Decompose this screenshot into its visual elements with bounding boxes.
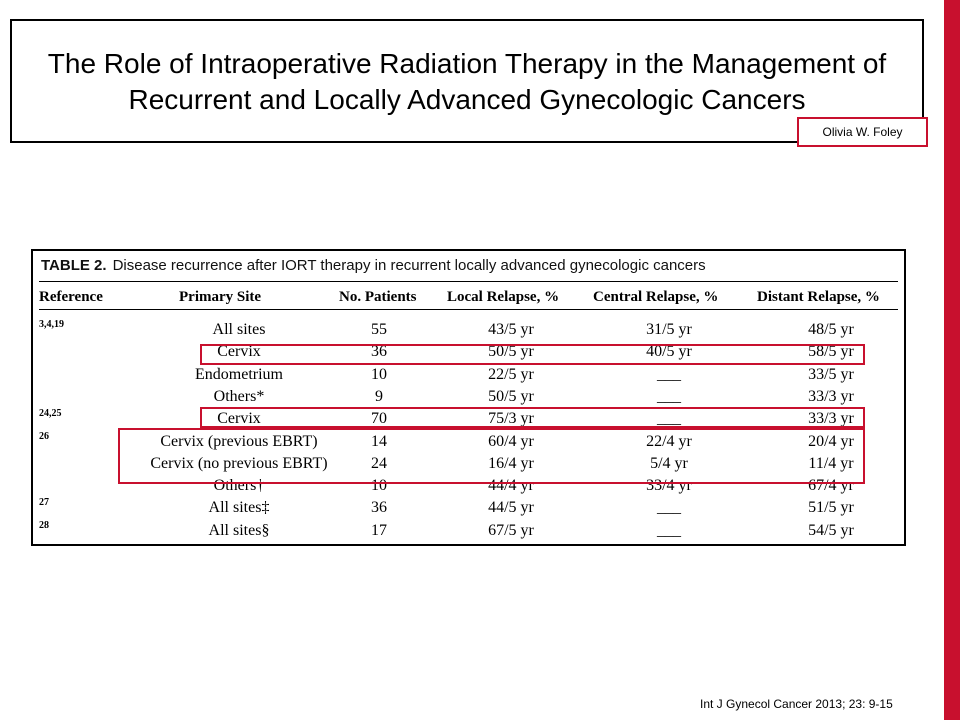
cell-primary-site: Cervix <box>217 410 261 428</box>
cell-no-patients: 70 <box>371 410 387 428</box>
cell-reference: 3,4,19 <box>39 319 64 330</box>
cell-distant-relapse: 33/3 yr <box>808 387 854 405</box>
cell-local-relapse: 67/5 yr <box>488 521 534 539</box>
cell-primary-site: Cervix (previous EBRT) <box>160 432 318 450</box>
cell-no-patients: 10 <box>371 365 387 383</box>
cell-central-relapse: ___ <box>657 365 681 383</box>
cell-local-relapse: 50/5 yr <box>488 387 534 405</box>
cell-central-relapse: 22/4 yr <box>646 432 692 450</box>
table-top-rule <box>39 281 898 282</box>
cell-local-relapse: 43/5 yr <box>488 321 534 338</box>
cell-no-patients: 36 <box>371 499 387 517</box>
cell-primary-site: All sites‡ <box>208 499 270 517</box>
cell-reference: 27 <box>39 497 49 509</box>
cell-no-patients: 17 <box>371 521 387 539</box>
cell-distant-relapse: 54/5 yr <box>808 521 854 539</box>
recurrence-table: TABLE 2. Disease recurrence after IORT th… <box>31 249 906 546</box>
cell-primary-site: Endometrium <box>195 365 283 383</box>
cell-no-patients: 14 <box>371 432 387 450</box>
header-distant-relapse: Distant Relapse, % <box>757 289 880 305</box>
citation: Int J Gynecol Cancer 2013; 23: 9-15 <box>700 697 893 711</box>
cell-distant-relapse: 33/3 yr <box>808 410 854 428</box>
title-box: The Role of Intraoperative Radiation The… <box>10 19 924 143</box>
cell-local-relapse: 60/4 yr <box>488 432 534 450</box>
table-caption-text: Disease recurrence after IORT therapy in… <box>112 257 706 274</box>
cell-distant-relapse: 33/5 yr <box>808 365 854 383</box>
header-local-relapse: Local Relapse, % <box>447 289 560 305</box>
cell-distant-relapse: 11/4 yr <box>808 454 854 472</box>
header-primary-site: Primary Site <box>179 289 262 305</box>
cell-primary-site: All sites§ <box>208 521 270 539</box>
cell-no-patients: 36 <box>371 343 387 361</box>
cell-central-relapse: 31/5 yr <box>646 321 692 338</box>
author-badge: Olivia W. Foley <box>797 117 928 147</box>
cell-local-relapse: 22/5 yr <box>488 365 534 383</box>
header-no-patients: No. Patients <box>339 289 417 305</box>
cell-local-relapse: 50/5 yr <box>488 343 534 361</box>
cell-primary-site: All sites <box>212 321 266 338</box>
cell-reference: 28 <box>39 519 49 531</box>
cell-distant-relapse: 67/4 yr <box>808 477 854 495</box>
header-reference: Reference <box>39 289 103 305</box>
table-label: TABLE 2. <box>41 257 107 274</box>
table-header-rule <box>39 309 898 310</box>
cell-central-relapse: ___ <box>657 499 681 517</box>
cell-distant-relapse: 58/5 yr <box>808 343 854 361</box>
cell-no-patients: 10 <box>371 477 387 495</box>
cell-no-patients: 55 <box>371 321 387 338</box>
cell-distant-relapse: 51/5 yr <box>808 499 854 517</box>
slide-title: The Role of Intraoperative Radiation The… <box>47 48 887 115</box>
cell-reference: 26 <box>39 430 49 442</box>
cell-local-relapse: 75/3 yr <box>488 410 534 428</box>
cell-distant-relapse: 48/5 yr <box>808 321 854 338</box>
cell-local-relapse: 44/4 yr <box>488 477 534 495</box>
cell-central-relapse: ___ <box>657 410 681 428</box>
cell-primary-site: Cervix <box>217 343 261 361</box>
cell-reference: 24,25 <box>39 408 62 420</box>
cell-no-patients: 24 <box>371 454 387 472</box>
cell-local-relapse: 16/4 yr <box>488 454 534 472</box>
cell-primary-site: Cervix (no previous EBRT) <box>150 454 328 472</box>
cell-central-relapse: 5/4 yr <box>650 454 688 472</box>
cell-central-relapse: 40/5 yr <box>646 343 692 361</box>
cell-central-relapse: ___ <box>657 387 681 405</box>
table-caption: TABLE 2. Disease recurrence after IORT th… <box>41 257 706 274</box>
cell-primary-site: Others* <box>213 387 265 405</box>
cell-primary-site: Others† <box>213 477 265 495</box>
cell-no-patients: 9 <box>375 387 383 405</box>
right-accent-bar <box>944 0 960 720</box>
cell-central-relapse: 33/4 yr <box>646 477 692 495</box>
cell-distant-relapse: 20/4 yr <box>808 432 854 450</box>
cell-local-relapse: 44/5 yr <box>488 499 534 517</box>
cell-central-relapse: ___ <box>657 521 681 539</box>
header-central-relapse: Central Relapse, % <box>593 289 719 305</box>
